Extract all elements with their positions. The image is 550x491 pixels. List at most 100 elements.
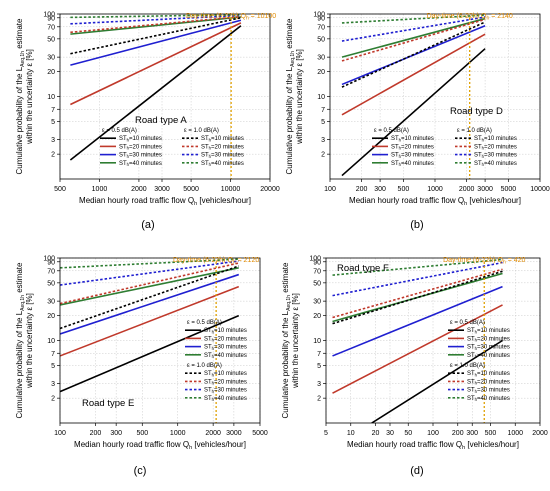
series-line (70, 16, 242, 55)
x-tick-label: 50 (404, 430, 412, 437)
x-tick-label: 500 (54, 186, 66, 193)
x-tick-label: 500 (398, 186, 410, 193)
series-lines (341, 14, 486, 177)
legend-label-subscript: h (475, 397, 478, 402)
y-tick-label: 100 (309, 256, 321, 263)
series-line (332, 261, 503, 297)
annotation-text: Day-time (6-22h) Q (186, 13, 246, 20)
legend-label-subscript: h (482, 138, 485, 143)
y-tick-label: 2 (321, 152, 325, 159)
annotation-text: Day-time (6-22h) Q (427, 13, 487, 20)
legend-label-subscript: h (475, 389, 478, 394)
legend-label-value: =20 minutes (211, 144, 244, 150)
legend-label-subscript: h (212, 338, 215, 343)
annotation-subscript: h (246, 16, 249, 22)
x-tick-label: 1000 (170, 430, 186, 437)
legend-group-header: ε = 0.5 dB(A) (102, 128, 137, 134)
y-axis-label-subscript: Aeq,1h (20, 295, 26, 311)
x-tick-label: 1000 (92, 186, 108, 193)
legend-label-st: ST (467, 379, 475, 385)
series-line (60, 273, 240, 335)
x-tick-label: 100 (54, 430, 66, 437)
legend-label-st: ST (474, 144, 482, 150)
legend-label: STh=20 minutes (204, 379, 247, 385)
legend-label-value: =40 minutes (129, 161, 162, 167)
series-line (341, 18, 486, 62)
y-axis-label: Cumulative probability of the LAeq,1h es… (15, 18, 26, 174)
legend-label-value: =20 minutes (477, 336, 510, 342)
legend-label: STh=20 minutes (204, 336, 247, 342)
panel-label: (d) (410, 465, 423, 477)
legend-label-st: ST (204, 345, 212, 351)
legend-label: STh=30 minutes (391, 153, 434, 159)
y-axis-label-line2: within the uncertainty ε [%] (25, 49, 34, 145)
series-lines (332, 258, 503, 423)
annotation-value: = 420 (506, 257, 526, 264)
legend-label-st: ST (204, 336, 212, 342)
legend-label-value: =10 minutes (477, 371, 510, 377)
legend-label-st: ST (467, 396, 475, 402)
annotation-text: Day-time (6-22h) Q (443, 257, 503, 264)
legend-label: STh=20 minutes (467, 336, 510, 342)
legend-label-st: ST (201, 161, 209, 167)
legend-label-st: ST (391, 136, 399, 142)
x-tick-label: 3000 (154, 186, 170, 193)
series-line (341, 21, 486, 88)
legend-label: STh=30 minutes (204, 388, 247, 394)
x-tick-label: 200 (356, 186, 368, 193)
legend-label-st: ST (204, 353, 212, 359)
legend-label-subscript: h (475, 381, 478, 386)
y-tick-label: 90 (47, 15, 55, 22)
y-axis-label: Cumulative probability of the LAeq,1h es… (281, 262, 292, 418)
x-axis-label-unit: [vehicles/hour] (467, 196, 521, 205)
legend-label-value: =30 minutes (214, 388, 247, 394)
y-axis-label-text: Cumulative probability of the L (15, 310, 24, 418)
legend-label-value: =40 minutes (214, 396, 247, 402)
legend-label-subscript: h (209, 162, 212, 167)
legend-label-subscript: h (209, 146, 212, 151)
x-tick-label: 300 (466, 430, 478, 437)
x-axis-label-subscript: h (464, 201, 467, 207)
legend-label: STh=10 minutes (467, 328, 510, 334)
legend-label-subscript: h (212, 381, 215, 386)
legend-label-st: ST (391, 161, 399, 167)
y-tick-label: 5 (51, 119, 55, 126)
y-tick-label: 10 (47, 338, 55, 345)
y-tick-label: 7 (51, 107, 55, 114)
x-tick-label: 500 (485, 430, 497, 437)
legend-label: STh=30 minutes (204, 345, 247, 351)
legend-label-subscript: h (212, 389, 215, 394)
legend-label-value: =30 minutes (401, 153, 434, 159)
x-axis-label-text: Median hourly road traffic flow Q (74, 440, 189, 449)
chart-panel-2: 100 200 300 500 1000 2000 3000 5000 10000 2 3 5 7 10 2… (285, 12, 550, 232)
y-axis-label: Cumulative probability of the LAeq,1h es… (285, 18, 296, 174)
legend-group-header: ε = 0.5 dB(A) (450, 320, 485, 326)
legend-label-subscript: h (399, 146, 402, 151)
series-line (70, 16, 241, 35)
road-type-label: Road type E (82, 398, 134, 409)
legend-label: STh=20 minutes (391, 144, 434, 150)
legend-label: STh=40 minutes (391, 161, 434, 167)
y-tick-label: 20 (313, 313, 321, 320)
legend-group-header: ε = 0.5 dB(A) (187, 320, 222, 326)
legend-label-subscript: h (212, 373, 215, 378)
legend-label: STh=10 minutes (119, 136, 162, 142)
series-line (70, 14, 241, 25)
legend-label-value: =40 minutes (211, 161, 244, 167)
legend-label-subscript: h (475, 330, 478, 335)
legend-label-value: =20 minutes (214, 379, 247, 385)
legend-group-header: ε = 1.0 dB(A) (457, 128, 492, 134)
y-axis-label-subscript: Aeq,1h (290, 51, 296, 67)
road-type-label: Road type A (135, 115, 187, 126)
annotation-subscript: h (503, 260, 506, 266)
legend-label-subscript: h (209, 154, 212, 159)
x-axis-label-text: Median hourly road traffic flow Q (79, 196, 194, 205)
legend-label: STh=30 minutes (201, 153, 244, 159)
x-tick-label: 10 (347, 430, 355, 437)
legend-label-st: ST (467, 388, 475, 394)
day-time-annotation: Day-time (6-22h) Qh = 420 (443, 257, 525, 266)
y-tick-label: 5 (51, 363, 55, 370)
